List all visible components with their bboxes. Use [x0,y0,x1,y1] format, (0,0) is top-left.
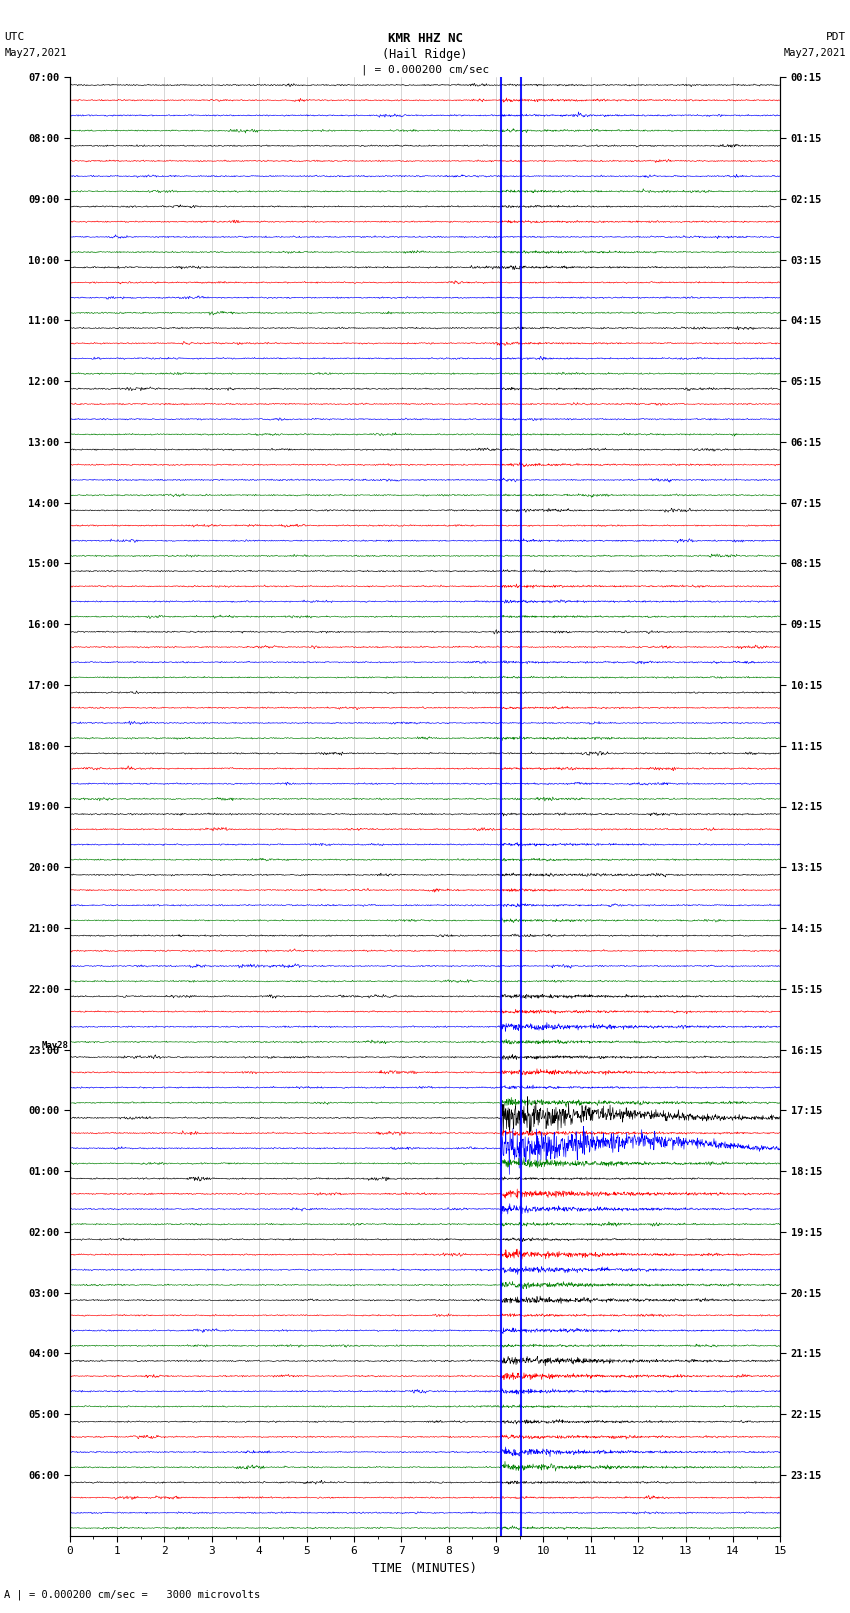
Text: KMR HHZ NC: KMR HHZ NC [388,32,462,45]
Text: UTC: UTC [4,32,25,42]
Text: | = 0.000200 cm/sec: | = 0.000200 cm/sec [361,65,489,76]
X-axis label: TIME (MINUTES): TIME (MINUTES) [372,1561,478,1574]
Text: May28: May28 [42,1040,69,1050]
Text: (Hail Ridge): (Hail Ridge) [382,48,468,61]
Text: A | = 0.000200 cm/sec =   3000 microvolts: A | = 0.000200 cm/sec = 3000 microvolts [4,1589,260,1600]
Text: May27,2021: May27,2021 [783,48,846,58]
Text: May27,2021: May27,2021 [4,48,67,58]
Text: PDT: PDT [825,32,846,42]
